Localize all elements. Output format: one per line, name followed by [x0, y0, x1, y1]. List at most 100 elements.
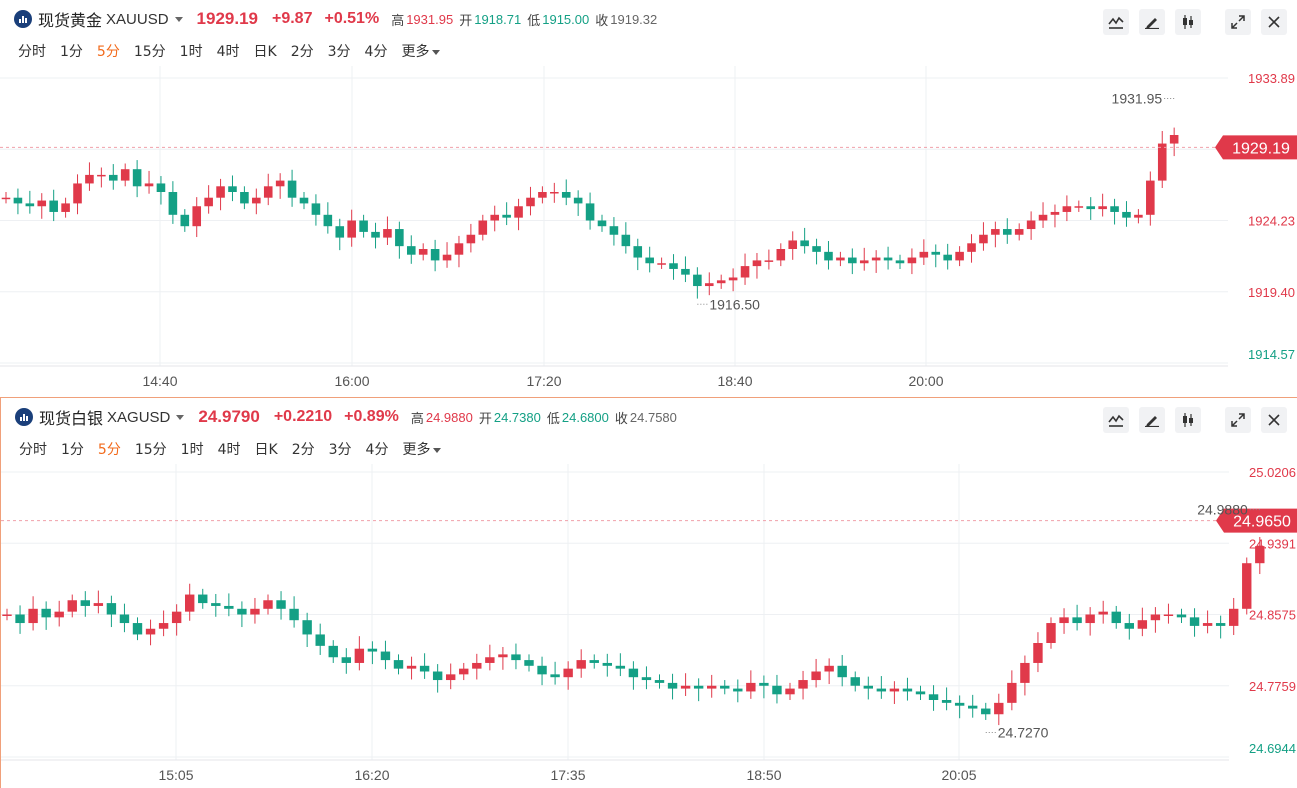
tab-more[interactable]: 更多 [401, 41, 441, 61]
tab-interval[interactable]: 15分 [133, 44, 166, 60]
candle-body [406, 246, 416, 255]
candlestick-icon[interactable] [1175, 407, 1201, 433]
candle [275, 173, 285, 199]
high-label: 高 [391, 13, 405, 29]
y-tick-label: 1919.40 [1248, 285, 1295, 300]
candle-body [1026, 220, 1036, 230]
candle-body [915, 691, 926, 695]
tab-interval[interactable]: 4时 [217, 442, 241, 458]
tab-interval-active[interactable]: 5分 [96, 44, 120, 60]
candle-body [263, 186, 273, 198]
candle-body [1033, 643, 1043, 663]
tab-interval[interactable]: 日K [254, 442, 278, 458]
candle-body [204, 197, 213, 207]
expand-icon[interactable] [1225, 9, 1251, 35]
candle [204, 185, 213, 214]
candle-body [863, 685, 873, 689]
candle [485, 644, 495, 671]
tab-more[interactable]: 更多 [402, 439, 442, 459]
tab-interval[interactable]: 1分 [61, 442, 84, 458]
tab-interval[interactable]: 2分 [290, 44, 314, 60]
candle-body [740, 266, 750, 278]
candle [681, 256, 690, 283]
candle-body [1014, 229, 1024, 235]
candle [1026, 211, 1036, 240]
candle [80, 591, 90, 617]
candle [287, 169, 297, 207]
candle [395, 221, 404, 259]
candle [1137, 607, 1148, 637]
tab-interval[interactable]: 3分 [327, 44, 351, 60]
candle [302, 612, 312, 647]
expand-icon[interactable] [1225, 407, 1251, 433]
instrument-symbol[interactable]: XAUUSD [106, 10, 169, 28]
tab-interval[interactable]: 3分 [328, 442, 352, 458]
silver-candlestick-chart[interactable]: 15:05 16:20 17:35 18:50 20:0525.020624.93912… [1, 464, 1297, 788]
candle [716, 274, 726, 289]
candle [1215, 615, 1226, 639]
tab-interval[interactable]: 1时 [180, 442, 204, 458]
last-price-label: 24.9650 [1233, 514, 1291, 531]
instrument-symbol[interactable]: XAGUSD [107, 408, 171, 426]
candle-body [693, 685, 704, 689]
candle [1062, 195, 1072, 222]
candle [628, 661, 639, 690]
candle [1111, 605, 1121, 629]
candle-body [955, 251, 964, 261]
tab-interval[interactable]: 2分 [291, 442, 315, 458]
draw-pencil-icon[interactable] [1139, 407, 1165, 433]
candle-body [120, 169, 130, 181]
chevron-down-icon[interactable] [176, 414, 185, 420]
low-label: 低 [527, 13, 541, 29]
tab-interval[interactable]: 1时 [179, 44, 203, 60]
indicator-icon[interactable] [1103, 407, 1129, 433]
tab-interval-active[interactable]: 5分 [97, 442, 121, 458]
candle [185, 583, 195, 621]
candle [657, 257, 666, 269]
x-tick-label: 17:35 [550, 767, 585, 783]
candle-body [442, 254, 452, 261]
candle [1202, 610, 1213, 634]
chevron-down-icon[interactable] [174, 16, 183, 22]
y-tick-label: 24.7759 [1249, 679, 1296, 694]
candle [931, 244, 941, 268]
candle-body [657, 263, 666, 265]
tab-interval[interactable]: 分时 [18, 44, 46, 60]
tab-interval[interactable]: 15分 [134, 442, 167, 458]
candle-body [252, 197, 261, 204]
candle [645, 246, 654, 273]
tab-interval[interactable]: 1分 [60, 44, 83, 60]
candle-body [1062, 206, 1072, 212]
tab-interval[interactable]: 4分 [365, 442, 389, 458]
tab-interval[interactable]: 4分 [364, 44, 388, 60]
candle-body [1189, 617, 1200, 626]
close-icon[interactable] [1261, 407, 1287, 433]
candle [158, 610, 169, 637]
candle [383, 216, 392, 246]
candle [991, 221, 1000, 248]
gold-candlestick-chart[interactable]: 14:4016:0017:2018:4020:001933.891929.051… [0, 66, 1297, 394]
tab-interval[interactable]: 日K [253, 44, 277, 60]
candle [93, 590, 104, 614]
candle [954, 695, 965, 719]
candle-body [216, 186, 225, 198]
candle-body [132, 623, 143, 635]
candle-body [633, 246, 643, 258]
candle [585, 192, 595, 230]
candlestick-icon[interactable] [1175, 9, 1201, 35]
candle [1002, 218, 1012, 244]
candle-body [514, 206, 523, 218]
candle [393, 654, 404, 675]
candle-body [1098, 206, 1107, 210]
indicator-icon[interactable] [1103, 9, 1129, 35]
candle [1033, 632, 1043, 673]
candle-body [323, 214, 333, 227]
tab-interval[interactable]: 4时 [216, 44, 240, 60]
draw-pencil-icon[interactable] [1139, 9, 1165, 35]
close-icon[interactable] [1261, 9, 1287, 35]
candle-body [573, 197, 583, 204]
candle-body [628, 668, 639, 678]
candle-body [585, 203, 595, 221]
silver-panel: 现货白银 XAGUSD 24.9790 +0.2210 +0.89% 高 24.… [0, 397, 1297, 788]
tab-interval[interactable]: 分时 [19, 442, 47, 458]
